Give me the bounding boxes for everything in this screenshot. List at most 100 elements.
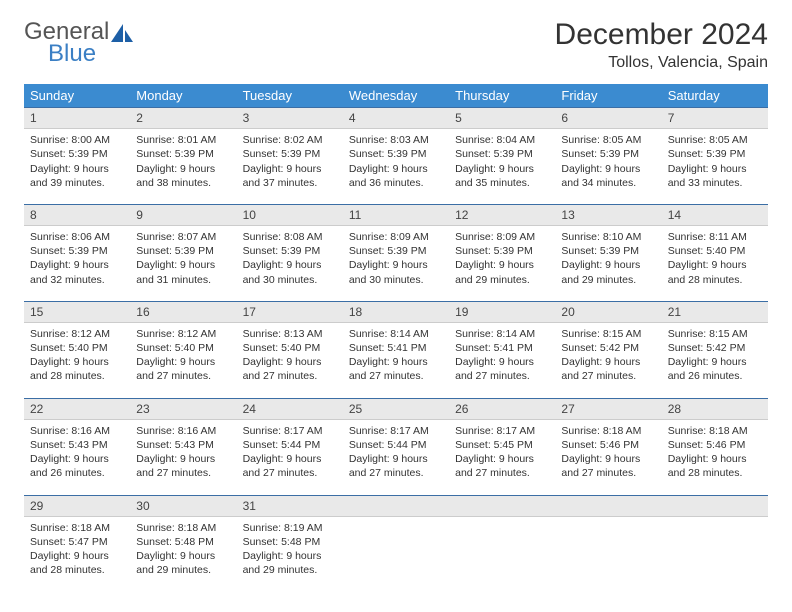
sunset-line: Sunset: 5:39 PM <box>561 244 655 258</box>
day-info-cell: Sunrise: 8:18 AMSunset: 5:48 PMDaylight:… <box>130 516 236 591</box>
daylight-line: Daylight: 9 hours and 36 minutes. <box>349 162 443 190</box>
day-number-cell: 11 <box>343 204 449 225</box>
sunset-line: Sunset: 5:42 PM <box>561 341 655 355</box>
day-number-cell: 29 <box>24 495 130 516</box>
day-number-cell: 27 <box>555 398 661 419</box>
day-info-cell: Sunrise: 8:05 AMSunset: 5:39 PMDaylight:… <box>662 129 768 205</box>
daylight-line: Daylight: 9 hours and 31 minutes. <box>136 258 230 286</box>
day-number-cell: 20 <box>555 301 661 322</box>
weekday-header: Thursday <box>449 84 555 108</box>
sunrise-line: Sunrise: 8:15 AM <box>668 327 762 341</box>
daylight-line: Daylight: 9 hours and 27 minutes. <box>243 355 337 383</box>
sunrise-line: Sunrise: 8:13 AM <box>243 327 337 341</box>
day-info-cell: Sunrise: 8:01 AMSunset: 5:39 PMDaylight:… <box>130 129 236 205</box>
day-info-cell: Sunrise: 8:12 AMSunset: 5:40 PMDaylight:… <box>130 322 236 398</box>
sunrise-line: Sunrise: 8:18 AM <box>30 521 124 535</box>
sunset-line: Sunset: 5:39 PM <box>136 244 230 258</box>
location-text: Tollos, Valencia, Spain <box>555 54 768 72</box>
daylight-line: Daylight: 9 hours and 27 minutes. <box>243 452 337 480</box>
sunset-line: Sunset: 5:39 PM <box>455 244 549 258</box>
day-number-cell: 6 <box>555 108 661 129</box>
sunset-line: Sunset: 5:39 PM <box>668 147 762 161</box>
day-info-cell: Sunrise: 8:12 AMSunset: 5:40 PMDaylight:… <box>24 322 130 398</box>
sunrise-line: Sunrise: 8:08 AM <box>243 230 337 244</box>
day-info-row: Sunrise: 8:16 AMSunset: 5:43 PMDaylight:… <box>24 419 768 495</box>
day-info-cell <box>555 516 661 591</box>
logo: General Blue <box>24 18 135 68</box>
day-info-cell: Sunrise: 8:14 AMSunset: 5:41 PMDaylight:… <box>449 322 555 398</box>
sunset-line: Sunset: 5:39 PM <box>561 147 655 161</box>
daylight-line: Daylight: 9 hours and 32 minutes. <box>30 258 124 286</box>
day-info-cell: Sunrise: 8:16 AMSunset: 5:43 PMDaylight:… <box>24 419 130 495</box>
sunrise-line: Sunrise: 8:05 AM <box>668 133 762 147</box>
sunrise-line: Sunrise: 8:15 AM <box>561 327 655 341</box>
sunrise-line: Sunrise: 8:04 AM <box>455 133 549 147</box>
daylight-line: Daylight: 9 hours and 39 minutes. <box>30 162 124 190</box>
sunrise-line: Sunrise: 8:11 AM <box>668 230 762 244</box>
day-number-cell: 2 <box>130 108 236 129</box>
daylight-line: Daylight: 9 hours and 27 minutes. <box>136 355 230 383</box>
sunrise-line: Sunrise: 8:18 AM <box>668 424 762 438</box>
day-info-cell: Sunrise: 8:04 AMSunset: 5:39 PMDaylight:… <box>449 129 555 205</box>
day-number-cell: 26 <box>449 398 555 419</box>
weekday-header: Wednesday <box>343 84 449 108</box>
daylight-line: Daylight: 9 hours and 27 minutes. <box>455 452 549 480</box>
sunset-line: Sunset: 5:43 PM <box>30 438 124 452</box>
day-number-row: 15161718192021 <box>24 301 768 322</box>
day-info-cell: Sunrise: 8:10 AMSunset: 5:39 PMDaylight:… <box>555 226 661 302</box>
day-number-cell: 13 <box>555 204 661 225</box>
daylight-line: Daylight: 9 hours and 27 minutes. <box>561 452 655 480</box>
day-number-cell: 3 <box>237 108 343 129</box>
day-number-cell: 24 <box>237 398 343 419</box>
sunrise-line: Sunrise: 8:10 AM <box>561 230 655 244</box>
day-number-row: 22232425262728 <box>24 398 768 419</box>
sunrise-line: Sunrise: 8:18 AM <box>561 424 655 438</box>
sunset-line: Sunset: 5:42 PM <box>668 341 762 355</box>
day-info-cell: Sunrise: 8:09 AMSunset: 5:39 PMDaylight:… <box>343 226 449 302</box>
sunrise-line: Sunrise: 8:05 AM <box>561 133 655 147</box>
sunset-line: Sunset: 5:43 PM <box>136 438 230 452</box>
sunset-line: Sunset: 5:39 PM <box>349 244 443 258</box>
daylight-line: Daylight: 9 hours and 27 minutes. <box>455 355 549 383</box>
daylight-line: Daylight: 9 hours and 28 minutes. <box>30 549 124 577</box>
daylight-line: Daylight: 9 hours and 35 minutes. <box>455 162 549 190</box>
day-number-cell: 14 <box>662 204 768 225</box>
day-info-cell: Sunrise: 8:14 AMSunset: 5:41 PMDaylight:… <box>343 322 449 398</box>
day-info-cell: Sunrise: 8:03 AMSunset: 5:39 PMDaylight:… <box>343 129 449 205</box>
day-info-cell: Sunrise: 8:15 AMSunset: 5:42 PMDaylight:… <box>555 322 661 398</box>
daylight-line: Daylight: 9 hours and 37 minutes. <box>243 162 337 190</box>
day-info-cell: Sunrise: 8:17 AMSunset: 5:45 PMDaylight:… <box>449 419 555 495</box>
sail-icon <box>109 22 135 44</box>
daylight-line: Daylight: 9 hours and 28 minutes. <box>30 355 124 383</box>
sunrise-line: Sunrise: 8:16 AM <box>136 424 230 438</box>
day-info-cell: Sunrise: 8:05 AMSunset: 5:39 PMDaylight:… <box>555 129 661 205</box>
weekday-header: Friday <box>555 84 661 108</box>
sunset-line: Sunset: 5:40 PM <box>668 244 762 258</box>
daylight-line: Daylight: 9 hours and 30 minutes. <box>349 258 443 286</box>
day-info-cell: Sunrise: 8:02 AMSunset: 5:39 PMDaylight:… <box>237 129 343 205</box>
sunset-line: Sunset: 5:47 PM <box>30 535 124 549</box>
day-info-cell <box>449 516 555 591</box>
day-number-cell <box>555 495 661 516</box>
day-info-cell: Sunrise: 8:17 AMSunset: 5:44 PMDaylight:… <box>237 419 343 495</box>
daylight-line: Daylight: 9 hours and 33 minutes. <box>668 162 762 190</box>
daylight-line: Daylight: 9 hours and 27 minutes. <box>349 452 443 480</box>
sunrise-line: Sunrise: 8:06 AM <box>30 230 124 244</box>
sunrise-line: Sunrise: 8:17 AM <box>243 424 337 438</box>
sunset-line: Sunset: 5:46 PM <box>561 438 655 452</box>
daylight-line: Daylight: 9 hours and 38 minutes. <box>136 162 230 190</box>
day-info-cell: Sunrise: 8:08 AMSunset: 5:39 PMDaylight:… <box>237 226 343 302</box>
sunset-line: Sunset: 5:41 PM <box>455 341 549 355</box>
sunrise-line: Sunrise: 8:19 AM <box>243 521 337 535</box>
day-number-cell: 8 <box>24 204 130 225</box>
weekday-header: Monday <box>130 84 236 108</box>
day-info-cell: Sunrise: 8:15 AMSunset: 5:42 PMDaylight:… <box>662 322 768 398</box>
daylight-line: Daylight: 9 hours and 26 minutes. <box>668 355 762 383</box>
sunrise-line: Sunrise: 8:03 AM <box>349 133 443 147</box>
day-info-cell <box>662 516 768 591</box>
day-number-cell: 9 <box>130 204 236 225</box>
sunset-line: Sunset: 5:39 PM <box>30 147 124 161</box>
day-number-cell: 19 <box>449 301 555 322</box>
sunset-line: Sunset: 5:46 PM <box>668 438 762 452</box>
day-info-cell: Sunrise: 8:19 AMSunset: 5:48 PMDaylight:… <box>237 516 343 591</box>
